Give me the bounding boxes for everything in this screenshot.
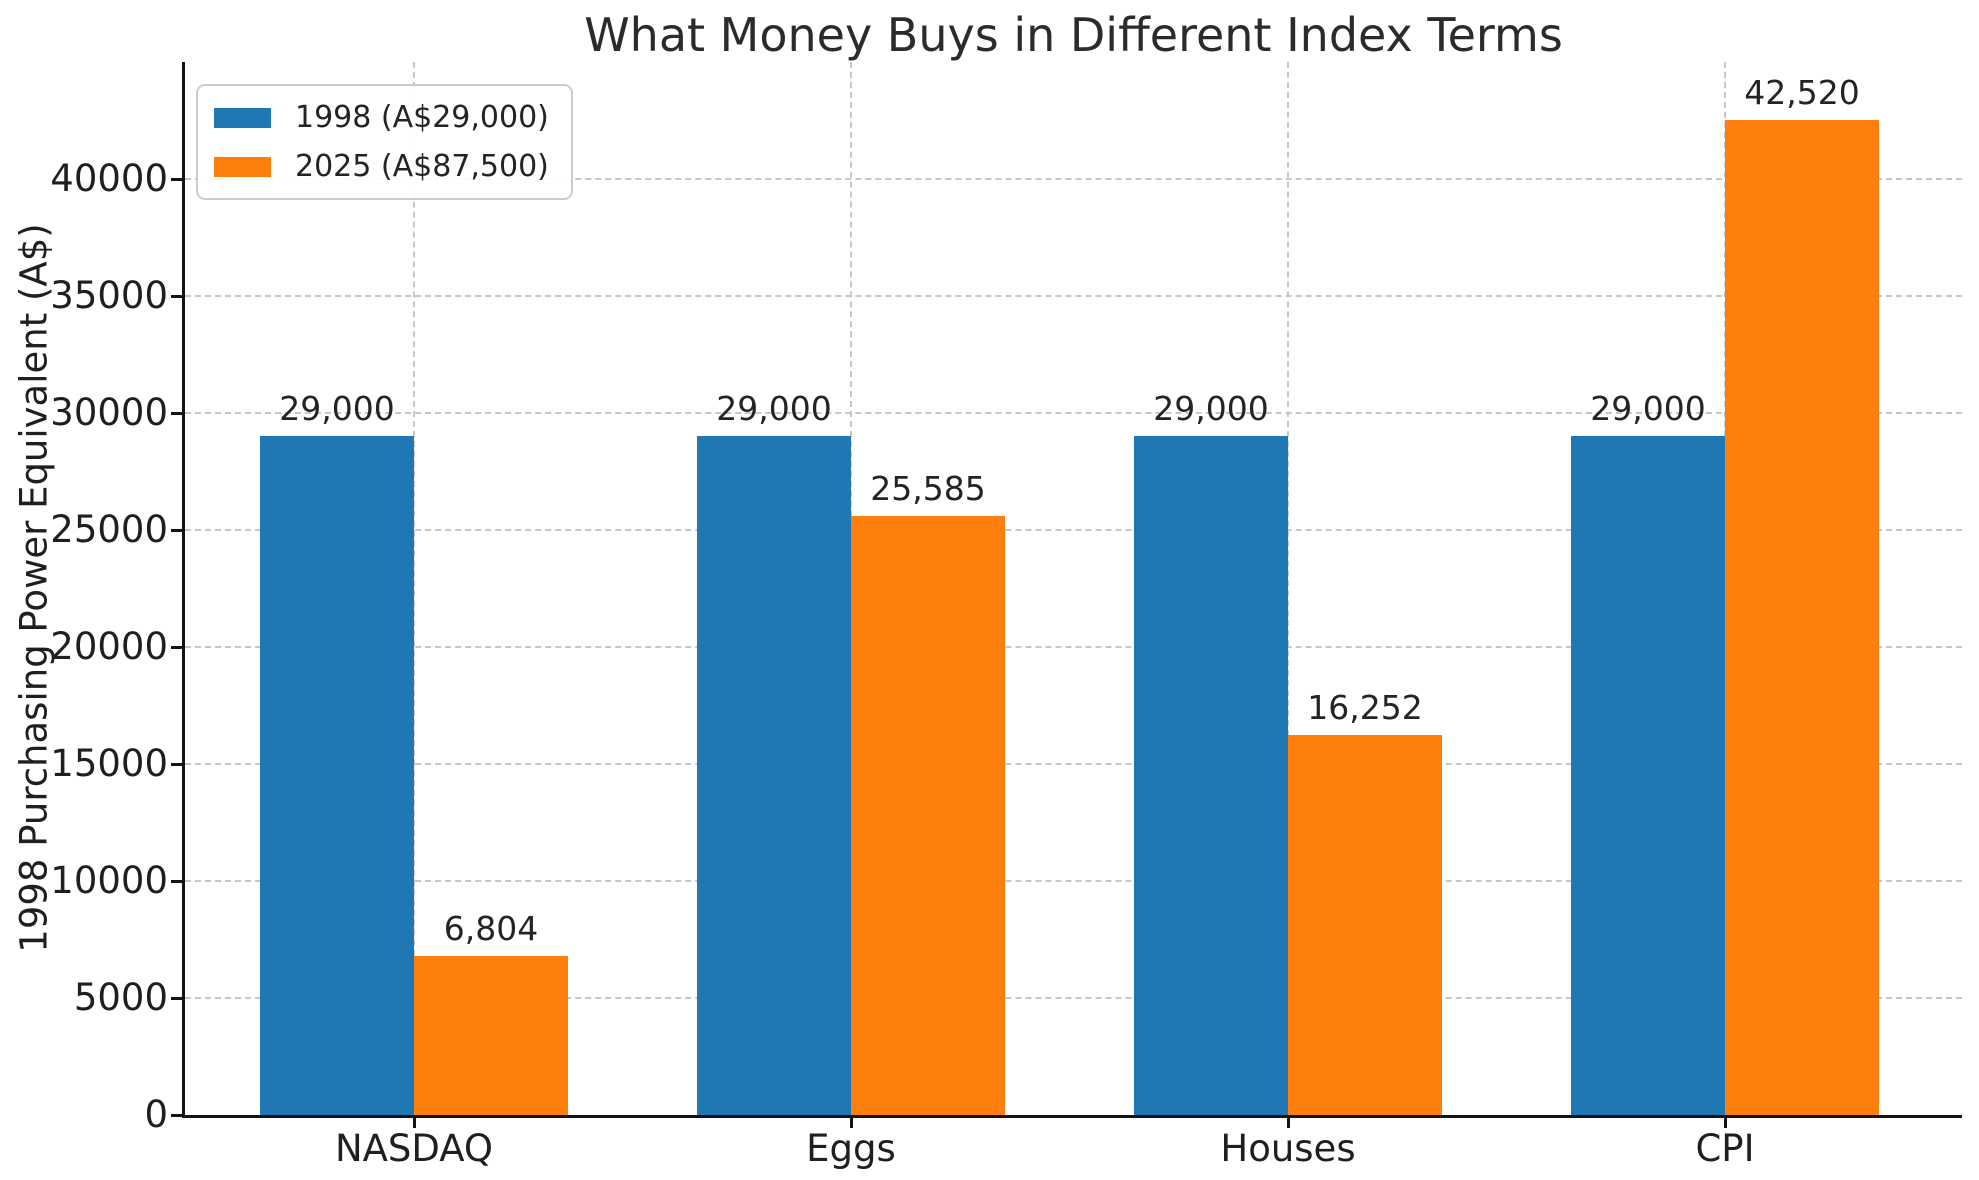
value-label-2025-houses: 16,252 — [1307, 687, 1423, 727]
x-tick-mark-nasdaq — [413, 1117, 416, 1128]
v-gridline-houses — [1287, 62, 1289, 1115]
x-tick-mark-eggs — [850, 1117, 853, 1128]
h-gridline-5000 — [185, 997, 1962, 999]
value-label-1998-eggs: 29,000 — [716, 389, 832, 429]
bar-2025-eggs — [851, 516, 1005, 1115]
legend: 1998 (A$29,000) 2025 (A$87,500) — [196, 84, 573, 200]
y-tick-label-30000: 30000 — [50, 391, 168, 434]
bar-1998-cpi — [1571, 436, 1725, 1115]
y-axis-spine — [182, 62, 185, 1118]
y-tick-label-0: 0 — [144, 1093, 168, 1136]
x-tick-mark-houses — [1287, 1117, 1290, 1128]
h-gridline-30000 — [185, 412, 1962, 414]
v-gridline-nasdaq — [413, 62, 415, 1115]
x-tick-label-eggs: Eggs — [806, 1127, 896, 1170]
value-label-1998-cpi: 29,000 — [1590, 389, 1706, 429]
value-label-2025-eggs: 25,585 — [870, 469, 986, 509]
h-gridline-10000 — [185, 880, 1962, 882]
bar-2025-cpi — [1725, 120, 1879, 1115]
legend-item-2025: 2025 (A$87,500) — [214, 149, 549, 184]
x-tick-mark-cpi — [1724, 1117, 1727, 1128]
y-tick-label-10000: 10000 — [50, 859, 168, 902]
h-gridline-35000 — [185, 295, 1962, 297]
y-tick-mark-20000 — [171, 646, 183, 649]
bar-1998-houses — [1134, 436, 1288, 1115]
y-tick-label-20000: 20000 — [50, 625, 168, 668]
y-tick-label-15000: 15000 — [50, 742, 168, 785]
y-tick-mark-15000 — [171, 763, 183, 766]
h-gridline-40000 — [185, 178, 1962, 180]
legend-label-2025: 2025 (A$87,500) — [295, 149, 549, 184]
value-label-2025-cpi: 42,520 — [1744, 73, 1860, 113]
x-tick-label-nasdaq: NASDAQ — [334, 1127, 494, 1170]
h-gridline-20000 — [185, 646, 1962, 648]
y-tick-mark-40000 — [171, 178, 183, 181]
y-tick-label-25000: 25000 — [50, 508, 168, 551]
bar-2025-nasdaq — [414, 955, 568, 1115]
legend-label-1998: 1998 (A$29,000) — [295, 100, 549, 135]
y-tick-mark-10000 — [171, 880, 183, 883]
legend-swatch-1998 — [214, 107, 271, 128]
legend-swatch-2025 — [214, 156, 271, 177]
plot-area — [185, 62, 1962, 1115]
y-axis-label: 1998 Purchasing Power Equivalent (A$) — [12, 223, 56, 953]
bar-1998-eggs — [697, 436, 851, 1115]
value-label-2025-nasdaq: 6,804 — [443, 908, 539, 948]
x-tick-label-houses: Houses — [1220, 1127, 1356, 1170]
y-tick-label-35000: 35000 — [50, 274, 168, 317]
y-tick-mark-25000 — [171, 529, 183, 532]
bar-2025-houses — [1288, 734, 1442, 1115]
value-label-1998-nasdaq: 29,000 — [279, 389, 395, 429]
value-label-1998-houses: 29,000 — [1153, 389, 1269, 429]
x-axis-spine — [182, 1115, 1962, 1118]
chart-title: What Money Buys in Different Index Terms — [584, 8, 1563, 62]
x-tick-label-cpi: CPI — [1695, 1127, 1755, 1170]
y-tick-mark-0 — [171, 1114, 183, 1117]
y-tick-label-5000: 5000 — [73, 976, 168, 1019]
h-gridline-25000 — [185, 529, 1962, 531]
bar-1998-nasdaq — [260, 436, 414, 1115]
legend-item-1998: 1998 (A$29,000) — [214, 100, 549, 135]
h-gridline-15000 — [185, 763, 1962, 765]
y-tick-label-40000: 40000 — [50, 157, 168, 200]
y-tick-mark-5000 — [171, 997, 183, 1000]
y-tick-mark-35000 — [171, 295, 183, 298]
y-tick-mark-30000 — [171, 412, 183, 415]
